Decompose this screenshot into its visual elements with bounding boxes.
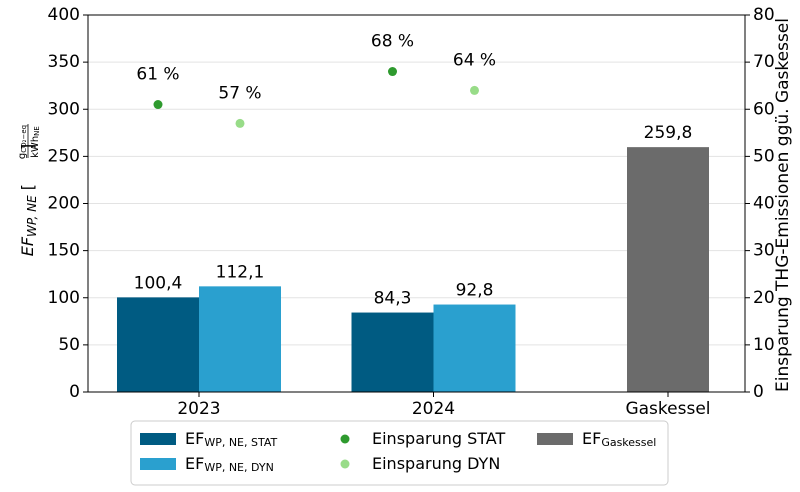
y2-tick-label: 60 — [753, 99, 775, 119]
bar — [117, 297, 199, 392]
x-tick-label: 2024 — [412, 399, 455, 419]
y2-tick-label: 80 — [753, 5, 775, 25]
legend-marker — [340, 459, 350, 469]
legend-label: EFWP, NE, DYN — [185, 454, 274, 475]
x-tick-label: 2023 — [177, 399, 220, 419]
scatter-point — [388, 67, 397, 77]
value-label: 112,1 — [216, 262, 265, 282]
y-label-bracket: ] — [18, 144, 37, 150]
y2-axis-label: Einsparung THG-Emissionen ggü. Gaskessel — [773, 18, 793, 392]
value-label: 84,3 — [374, 289, 412, 309]
legend-label-main: EF — [582, 429, 601, 448]
legend-label: EFGaskessel — [582, 429, 656, 450]
legend-label-main: Einsparung STAT — [372, 429, 505, 448]
value-label: 100,4 — [134, 273, 183, 293]
bar — [627, 147, 709, 392]
y2-tick-label: 20 — [753, 288, 775, 308]
value-label: 61 % — [136, 65, 179, 85]
y-label-text: EFWP, NE [] — [18, 144, 39, 257]
value-label: 57 % — [218, 83, 261, 103]
y-label-num-sub: CO₂−eq — [20, 125, 28, 153]
y2-tick-label: 10 — [753, 335, 775, 355]
legend-label-sub: WP, NE, DYN — [204, 461, 274, 474]
y-label-main: EF — [18, 236, 37, 256]
y-tick-label: 100 — [48, 288, 80, 308]
bar — [351, 312, 434, 392]
y-axis-label: EFWP, NE [] gCO₂−eq kWhNE — [17, 124, 41, 256]
y-tick-label: 0 — [69, 382, 80, 402]
legend-label-main: Einsparung DYN — [372, 454, 500, 473]
value-label: 64 % — [453, 50, 496, 70]
y2-tick-label: 30 — [753, 241, 775, 261]
legend-swatch — [537, 433, 573, 445]
legend-label-sub: Gaskessel — [601, 436, 656, 449]
y-label-den-sub: NE — [33, 126, 41, 136]
legend-label: Einsparung DYN — [372, 454, 500, 473]
y-label-sub: WP, NE — [25, 195, 39, 237]
legend-label: Einsparung STAT — [372, 429, 505, 448]
plot-frame — [87, 14, 746, 393]
x-tick-label: Gaskessel — [625, 399, 710, 419]
y2-tick-label: 40 — [753, 194, 775, 214]
scatter-point — [235, 118, 245, 128]
y-tick-label: 250 — [48, 146, 80, 166]
legend-label-sub: WP, NE, STAT — [204, 436, 277, 449]
legend-swatch — [140, 433, 176, 445]
y2-tick-label: 50 — [753, 146, 775, 166]
legend-swatch — [140, 458, 176, 470]
legend-label-main: EF — [185, 454, 204, 473]
y2-tick-label: 70 — [753, 52, 775, 72]
bar — [433, 304, 516, 392]
y-tick-label: 50 — [58, 335, 80, 355]
y-label-num-main: g — [17, 153, 28, 159]
legend-marker — [340, 434, 350, 444]
bar — [199, 286, 281, 392]
value-label: 259,8 — [644, 123, 693, 143]
legend-label-main: EF — [185, 429, 204, 448]
y2-tick-label: 0 — [753, 382, 764, 402]
y-tick-label: 200 — [48, 194, 80, 214]
y-tick-label: 300 — [48, 99, 80, 119]
y-label-num: gCO₂−eq — [17, 125, 28, 159]
y-label-bracket: [ — [18, 184, 37, 195]
legend-label: EFWP, NE, STAT — [185, 429, 278, 450]
y-label-den-main: kWh — [30, 136, 41, 158]
scatter-point — [470, 85, 479, 95]
y-tick-label: 400 — [48, 5, 80, 25]
y-tick-label: 350 — [48, 52, 80, 72]
legend-box — [130, 420, 669, 486]
value-label: 92,8 — [456, 281, 494, 301]
y-tick-label: 150 — [48, 241, 80, 261]
y-label-den: kWhNE — [30, 126, 41, 158]
value-label: 68 % — [371, 32, 414, 52]
scatter-point — [153, 100, 163, 110]
